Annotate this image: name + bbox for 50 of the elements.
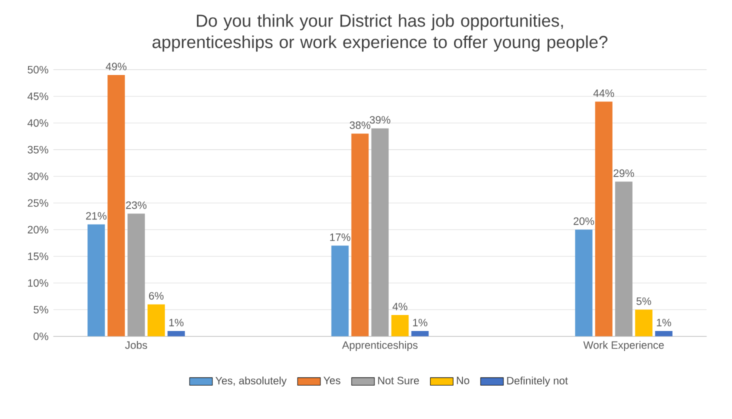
legend-label: Definitely not bbox=[507, 376, 568, 387]
bar bbox=[351, 134, 369, 336]
data-label: 5% bbox=[636, 297, 652, 305]
y-tick-label: 15% bbox=[28, 252, 48, 260]
bar bbox=[88, 224, 105, 336]
y-tick-label: 0% bbox=[34, 332, 48, 340]
x-tick-label: Work Experience bbox=[583, 341, 664, 351]
chart-title: Do you think your District has job opportunities, apprenticeships or work experience to offer young people? bbox=[152, 14, 608, 52]
y-tick-label: 20% bbox=[28, 226, 48, 234]
x-tick-label: Jobs bbox=[125, 341, 148, 349]
data-label: 17% bbox=[330, 233, 350, 241]
bar bbox=[615, 182, 632, 336]
y-tick-label: 45% bbox=[28, 92, 48, 100]
data-label: 6% bbox=[149, 292, 164, 300]
bar bbox=[168, 331, 185, 336]
data-label: 1% bbox=[169, 318, 184, 326]
data-label: 49% bbox=[106, 62, 127, 70]
bar bbox=[108, 75, 125, 336]
data-label: 39% bbox=[370, 116, 390, 124]
bar bbox=[595, 102, 612, 336]
bar bbox=[391, 315, 409, 336]
y-tick-label: 50% bbox=[28, 66, 48, 74]
bar bbox=[575, 230, 592, 336]
bar bbox=[371, 128, 389, 336]
bar bbox=[331, 246, 349, 336]
legend-label: Yes bbox=[324, 376, 340, 384]
data-label: 38% bbox=[350, 121, 370, 129]
data-label: 23% bbox=[126, 201, 147, 209]
y-tick-label: 25% bbox=[28, 199, 48, 207]
y-tick-label: 5% bbox=[34, 306, 48, 314]
bar bbox=[411, 331, 429, 336]
bar bbox=[635, 310, 652, 336]
bar bbox=[148, 304, 165, 336]
x-tick-label: Apprenticeships bbox=[342, 341, 418, 351]
data-label: 29% bbox=[614, 169, 634, 177]
bar bbox=[655, 331, 672, 336]
data-label: 20% bbox=[574, 217, 594, 225]
y-tick-label: 10% bbox=[28, 279, 48, 287]
legend-label: Not Sure bbox=[378, 376, 419, 384]
y-tick-label: 40% bbox=[28, 119, 48, 127]
data-label: 21% bbox=[86, 212, 107, 220]
data-label: 1% bbox=[656, 318, 672, 326]
y-tick-label: 35% bbox=[28, 146, 48, 154]
legend-label: Yes, absolutely bbox=[216, 376, 287, 387]
data-label: 4% bbox=[392, 302, 408, 310]
y-tick-label: 30% bbox=[28, 172, 48, 180]
legend-label: No bbox=[456, 376, 470, 384]
data-label: 44% bbox=[593, 89, 614, 97]
bar bbox=[128, 214, 145, 336]
data-label: 1% bbox=[413, 318, 428, 326]
